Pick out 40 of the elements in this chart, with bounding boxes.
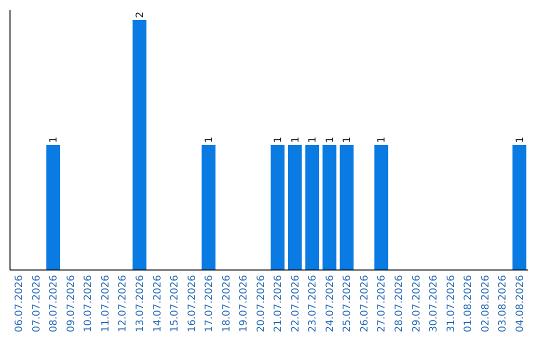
- x-tick-label: 23.07.2026: [308, 275, 319, 332]
- data-label: 1: [48, 136, 60, 143]
- x-tick-label: 29.07.2026: [411, 275, 422, 332]
- x-tick-label: 14.07.2026: [152, 275, 164, 332]
- x-tick-label: 06.07.2026: [14, 275, 26, 332]
- x-tick-label: 02.08.2026: [480, 275, 492, 332]
- x-tick-label: 13.07.2026: [135, 275, 146, 332]
- data-label: 1: [308, 136, 319, 143]
- x-tick-label: 03.08.2026: [498, 275, 509, 332]
- data-label: 1: [204, 136, 216, 143]
- x-tick-label: 26.07.2026: [359, 275, 370, 332]
- x-tick-label: 01.08.2026: [463, 275, 474, 332]
- x-tick-label: 21.07.2026: [273, 275, 284, 332]
- data-label: 1: [290, 136, 302, 143]
- x-tick-label: 25.07.2026: [342, 275, 354, 332]
- x-tick-label: 22.07.2026: [290, 275, 302, 332]
- data-label: 2: [135, 12, 146, 18]
- x-tick-label: 18.07.2026: [221, 275, 232, 332]
- x-tick-label: 10.07.2026: [83, 275, 94, 332]
- x-tick-label: 27.07.2026: [376, 275, 388, 332]
- data-label: 1: [273, 136, 284, 143]
- data-label: 1: [342, 136, 354, 143]
- x-tick-label: 30.07.2026: [428, 275, 440, 332]
- x-tick-label: 16.07.2026: [186, 275, 198, 332]
- x-tick-label: 09.07.2026: [66, 275, 77, 332]
- x-tick-label: 08.07.2026: [48, 275, 60, 332]
- x-tick-label: 07.07.2026: [31, 275, 42, 332]
- data-label: 1: [514, 136, 526, 143]
- x-tick-label: 20.07.2026: [256, 275, 267, 332]
- x-tick-label: 11.07.2026: [100, 275, 112, 332]
- x-tick-label: 28.07.2026: [394, 275, 405, 332]
- x-tick-label: 19.07.2026: [238, 275, 250, 332]
- x-tick-label: 15.07.2026: [170, 275, 181, 332]
- data-label: 1: [376, 136, 388, 143]
- x-tick-label: 24.07.2026: [324, 275, 336, 332]
- x-tick-label: 12.07.2026: [118, 275, 129, 332]
- x-tick-label: 31.07.2026: [446, 275, 457, 332]
- x-tick-label: 17.07.2026: [204, 275, 216, 332]
- data-label: 1: [324, 136, 336, 143]
- x-tick-label: 04.08.2026: [514, 275, 526, 332]
